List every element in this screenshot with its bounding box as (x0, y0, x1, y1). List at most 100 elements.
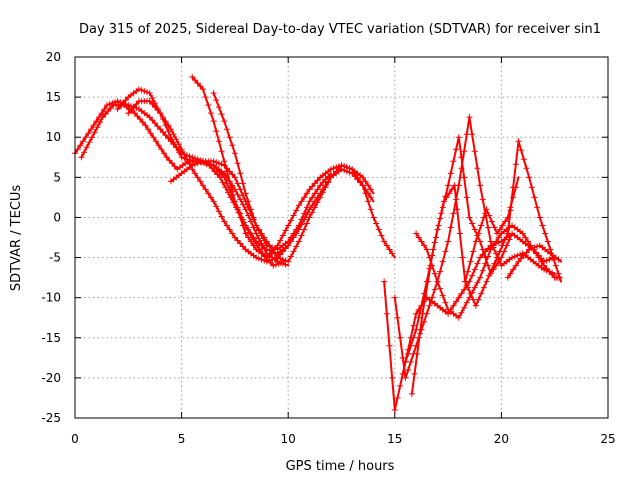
data-point-marker (258, 256, 265, 263)
data-point-marker (119, 100, 126, 107)
series-track-12 (413, 222, 563, 321)
data-point-marker (134, 113, 141, 120)
data-point-marker (253, 254, 260, 261)
data-point-marker (130, 104, 137, 111)
data-point-marker (419, 310, 426, 317)
data-point-marker (213, 203, 220, 210)
data-point-marker (504, 230, 511, 237)
data-point-marker (495, 234, 502, 241)
data-point-marker (263, 242, 270, 249)
data-point-marker (85, 130, 92, 137)
data-point-marker (261, 237, 268, 244)
data-point-marker (359, 174, 366, 181)
data-point-marker (463, 131, 470, 138)
data-point-marker (343, 164, 350, 171)
chart-title: Day 315 of 2025, Sidereal Day-to-day VTE… (79, 22, 601, 37)
data-point-marker (89, 134, 96, 141)
y-tick-label: 0 (53, 210, 61, 224)
data-point-marker (367, 186, 374, 193)
data-point-marker (383, 310, 390, 317)
data-point-marker (528, 184, 535, 191)
data-point-marker (333, 164, 340, 171)
data-point-marker (480, 284, 487, 291)
data-point-marker (269, 244, 276, 251)
data-point-marker (317, 182, 324, 189)
data-point-marker (475, 296, 482, 303)
data-point-marker (245, 234, 252, 241)
data-point-marker (298, 198, 305, 205)
data-point-marker (413, 326, 420, 333)
data-point-marker (549, 271, 556, 278)
data-point-marker (218, 111, 225, 118)
data-point-marker (518, 147, 525, 154)
data-point-marker (143, 89, 150, 96)
data-point-marker (78, 154, 85, 161)
x-tick-label: 10 (281, 432, 296, 446)
data-point-marker (451, 182, 458, 189)
data-point-marker (461, 148, 468, 155)
data-point-marker (453, 146, 460, 153)
data-point-marker (389, 374, 396, 381)
data-point-marker (167, 134, 174, 141)
data-point-marker (285, 238, 292, 245)
data-point-marker (327, 166, 334, 173)
data-point-marker (171, 163, 178, 170)
data-point-marker (301, 194, 308, 201)
data-point-marker (438, 210, 445, 217)
data-point-marker (237, 186, 244, 193)
data-point-marker (510, 266, 517, 273)
data-point-marker (234, 180, 241, 187)
data-point-marker (142, 122, 149, 129)
data-point-marker (306, 214, 313, 221)
data-point-marker (459, 254, 466, 261)
data-point-marker (218, 148, 225, 155)
data-point-marker (488, 266, 495, 273)
data-point-marker (543, 265, 550, 272)
data-point-marker (389, 250, 396, 257)
data-point-marker (359, 182, 366, 189)
data-point-marker (354, 176, 361, 183)
data-point-marker (526, 174, 533, 181)
data-point-marker (454, 206, 461, 213)
data-point-marker (166, 157, 173, 164)
data-point-marker (161, 150, 168, 157)
data-point-marker (215, 208, 222, 215)
y-tick-label: -25 (41, 411, 61, 425)
data-point-marker (309, 209, 316, 216)
data-point-marker (418, 238, 425, 245)
data-point-marker (474, 260, 481, 267)
data-point-marker (245, 198, 252, 205)
data-point-marker (536, 214, 543, 221)
data-point-marker (149, 101, 156, 108)
data-point-marker (245, 226, 252, 233)
data-point-marker (435, 222, 442, 229)
data-point-marker (314, 186, 321, 193)
data-point-marker (483, 206, 490, 213)
data-point-marker (207, 110, 214, 117)
data-point-marker (253, 230, 260, 237)
data-point-marker (290, 248, 297, 255)
data-point-marker (472, 238, 479, 245)
data-point-marker (239, 201, 246, 208)
data-point-marker (407, 358, 414, 365)
data-point-marker (213, 97, 220, 104)
data-point-marker (309, 202, 316, 209)
data-point-marker (81, 149, 88, 156)
data-point-marker (478, 222, 485, 229)
data-point-marker (525, 238, 532, 245)
data-point-marker (464, 268, 471, 275)
data-point-marker (397, 334, 404, 341)
data-point-marker (448, 186, 455, 193)
data-point-marker (250, 214, 257, 221)
data-point-marker (402, 374, 409, 381)
data-point-marker (511, 253, 518, 260)
data-point-marker (197, 83, 204, 90)
data-point-marker (322, 176, 329, 183)
data-point-marker (434, 278, 441, 285)
data-point-marker (306, 198, 313, 205)
data-point-marker (535, 254, 542, 261)
data-point-marker (493, 238, 500, 245)
data-point-marker (231, 198, 238, 205)
data-point-marker (91, 129, 98, 136)
data-point-marker (426, 302, 433, 309)
